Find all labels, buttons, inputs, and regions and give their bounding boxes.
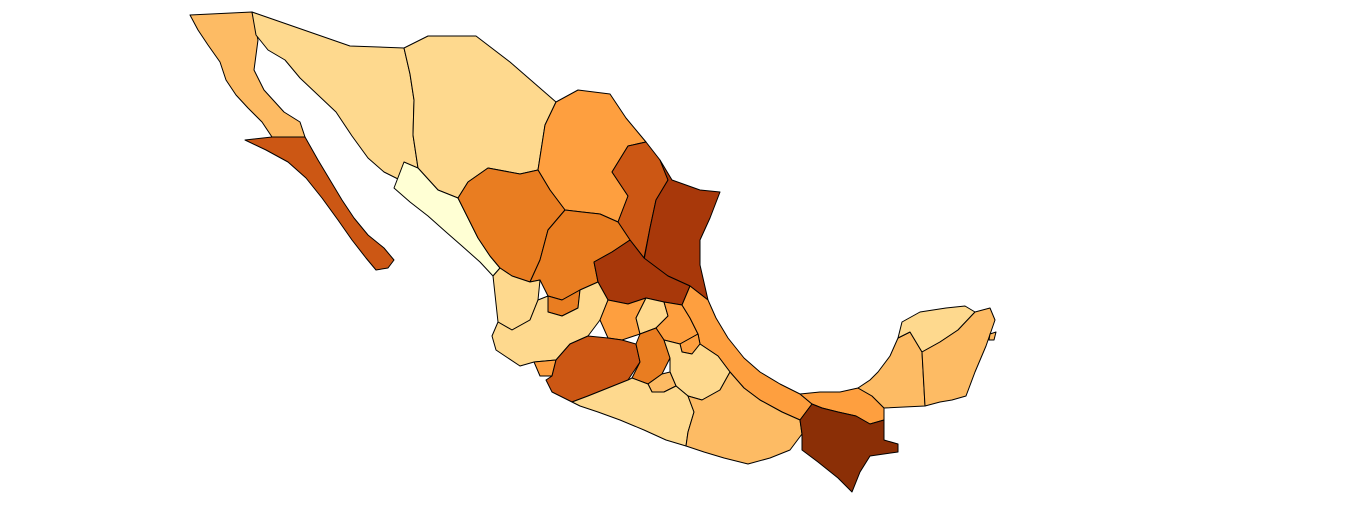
- state-quintana-roo: [921, 307, 996, 407]
- state-chiapas: [799, 403, 899, 493]
- state-baja-california-sur: [244, 136, 395, 271]
- state-oaxaca: [685, 371, 803, 465]
- island-cozumel: [988, 331, 997, 341]
- state-estado-de-mexico: [631, 327, 671, 385]
- states-layer: [189, 11, 997, 493]
- state-jalisco: [491, 281, 609, 367]
